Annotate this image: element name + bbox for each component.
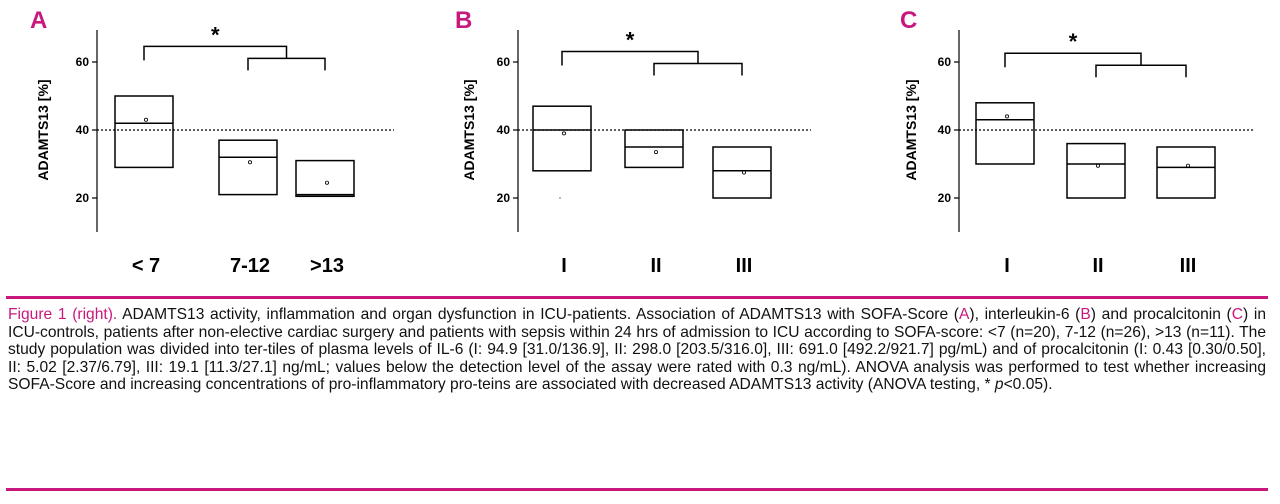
box-3	[1156, 146, 1216, 199]
y-tick-label: 20	[76, 191, 90, 205]
caption-text-5: <0.05).	[1003, 376, 1053, 394]
y-tick-label: 40	[76, 123, 90, 137]
box-mean-marker-1	[562, 131, 567, 136]
caption-bottom-rule	[6, 488, 1268, 491]
box-mean-marker-2	[654, 150, 659, 155]
y-tick-label: 60	[76, 55, 90, 69]
box-mean-marker-3	[742, 170, 747, 175]
caption-ref-b: B	[1080, 306, 1091, 323]
caption-text-1: ADAMTS13 activity, inflammation and orga…	[117, 306, 959, 323]
box-3	[712, 146, 772, 199]
x-category-label: III	[1180, 255, 1197, 277]
significance-bracket-outer	[143, 45, 288, 61]
chart-panel-a: A 20 40 60 ADAMTS13 [%] < 7 7-12 >13 *	[30, 7, 394, 277]
y-axis-title: ADAMTS13 [%]	[35, 79, 51, 180]
x-category-label: 7-12	[230, 255, 270, 277]
x-category-label: II	[650, 255, 661, 277]
panel-label: A	[30, 7, 47, 34]
x-category-label: I	[561, 255, 567, 277]
box-outlier-1	[559, 197, 561, 199]
significance-bracket-outer	[561, 50, 699, 66]
caption-text-3: ) and procalcitonin (	[1090, 306, 1232, 323]
box-mean-marker-1	[1005, 114, 1010, 119]
y-tick-label: 40	[938, 123, 952, 137]
figure-caption: Figure 1 (right). ADAMTS13 activity, inf…	[8, 306, 1266, 394]
caption-text-4: ) in ICU-controls, patients after non-el…	[8, 306, 1267, 394]
box-2	[624, 129, 684, 169]
x-category-label: < 7	[132, 255, 160, 277]
box-2	[1066, 142, 1126, 199]
x-category-label: II	[1092, 255, 1103, 277]
caption-p-value: p	[994, 376, 1004, 394]
caption-text-2: ), interleukin-6 (	[969, 306, 1081, 323]
panel-label: C	[900, 7, 917, 34]
x-category-label: III	[736, 255, 753, 277]
significance-star: *	[626, 28, 635, 53]
panel-label: B	[455, 7, 472, 34]
y-tick-label: 60	[497, 55, 511, 69]
box-1	[532, 105, 592, 172]
box-1	[975, 102, 1035, 165]
box-1	[114, 95, 174, 169]
y-tick-label: 60	[938, 55, 952, 69]
caption-ref-c: C	[1231, 306, 1244, 323]
y-tick-label: 40	[497, 123, 511, 137]
caption-top-rule	[6, 296, 1268, 299]
box-mean-marker-3	[324, 180, 329, 185]
significance-bracket-inner	[1095, 64, 1187, 78]
box-3	[295, 159, 355, 198]
y-axis-title: ADAMTS13 [%]	[903, 79, 919, 180]
significance-star: *	[211, 22, 220, 47]
box-mean-marker-3	[1186, 163, 1191, 168]
x-category-label: >13	[310, 255, 344, 277]
box-mean-marker-2	[247, 160, 252, 165]
caption-ref-a: A	[958, 306, 970, 323]
x-category-label: I	[1004, 255, 1010, 277]
caption-lead: Figure 1 (right).	[8, 306, 118, 323]
significance-bracket-outer	[1004, 52, 1142, 68]
figure-charts: A 20 40 60 ADAMTS13 [%] < 7 7-12 >13 * B 20 40 60 ADA…	[30, 7, 1255, 277]
y-axis-title: ADAMTS13 [%]	[461, 79, 477, 180]
y-tick-label: 20	[497, 191, 511, 205]
box-mean-marker-1	[143, 117, 148, 122]
y-tick-label: 20	[938, 191, 952, 205]
box-2	[218, 139, 278, 196]
significance-bracket-inner	[247, 57, 326, 71]
significance-bracket-inner	[653, 62, 743, 76]
box-mean-marker-2	[1096, 163, 1101, 168]
significance-star: *	[1069, 29, 1078, 54]
